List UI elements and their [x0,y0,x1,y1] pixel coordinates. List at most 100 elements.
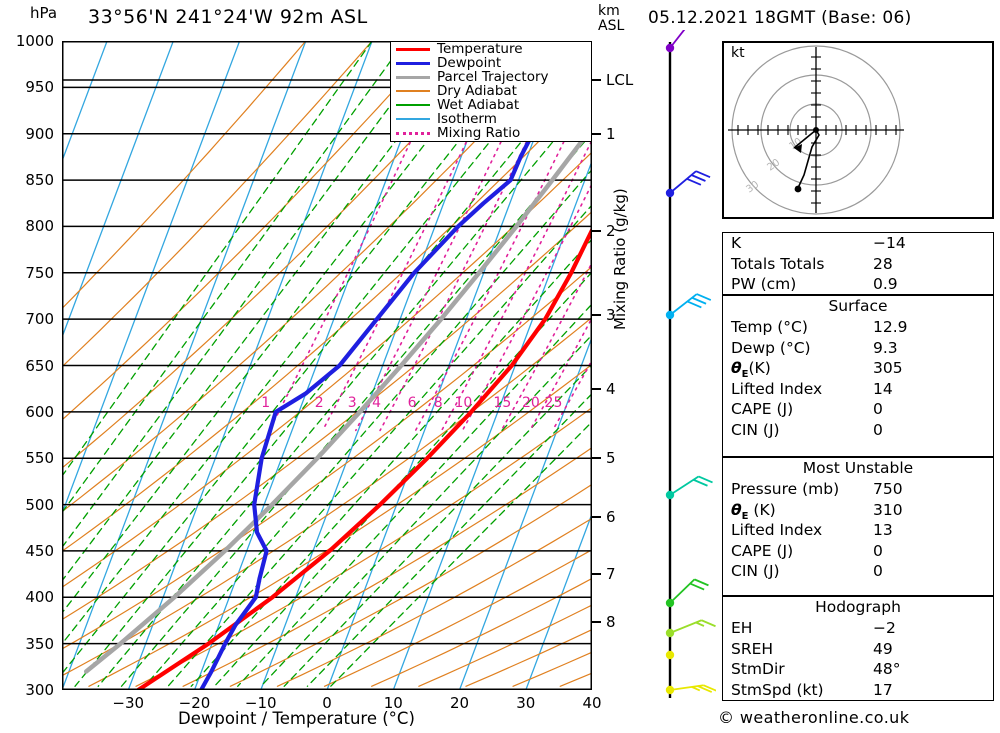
parcel-trajectory-line [83,124,592,674]
lcl-label: LCL [606,70,634,89]
dry-adiabat-line [135,406,592,687]
altitude-tick-mark [592,573,601,576]
altitude-tick-label: 4 [606,379,616,398]
altitude-tick-mark [592,515,601,518]
dry-adiabat-line [88,363,592,687]
pressure-tick-label: 350 [25,634,54,653]
hodograph-stat-heading: Hodograph [815,598,901,616]
legend-label: Wet Adiabat [437,96,520,113]
temperature-tick-label: −10 [244,694,277,712]
wind-barb-canvas [665,20,719,698]
legend-label: Dry Adiabat [437,82,517,99]
wet-adiabat-line [213,271,592,687]
wet-adiabat-line [237,303,592,687]
legend-label: Parcel Trajectory [437,68,549,85]
surface-parcel-value: 0 [873,420,883,439]
hodograph-stat-value: 17 [873,680,893,699]
stability-index-row: K −14 [723,233,993,254]
pressure-tick-label: 450 [25,541,54,560]
hodograph-stat-key: EH [731,619,753,637]
surface-parcel-key: CIN (J) [731,420,780,439]
isotherm-line [525,511,592,690]
mixing-ratio-label: 4 [372,394,382,411]
wet-adiabat-line [62,41,406,514]
most-unstable-row: θE (K) 310 [723,500,993,522]
pressure-tick-label: 550 [25,449,54,468]
temperature-tick-label: −20 [178,694,211,712]
altitude-tick-mark [592,313,601,316]
altitude-unit-line2: ASL [598,18,625,34]
most-unstable-key: Lifted Index [731,521,823,539]
altitude-unit-line1: km [598,3,620,19]
pressure-tick-label: 1000 [15,32,54,50]
dry-adiabat-line [62,41,307,310]
wind-barb [665,650,675,660]
stability-index-value: 0.9 [873,275,898,293]
most-unstable-key: CAPE (J) [731,541,794,560]
legend-item: Parcel Trajectory [391,70,591,84]
legend-label: Mixing Ratio [437,124,521,141]
altitude-tick-mark [592,132,601,135]
surface-parcel-key: CAPE (J) [731,400,794,418]
stability-index-value: −14 [873,234,906,252]
most-unstable-heading: Most Unstable [802,459,914,477]
wet-adiabat-lines [62,41,592,687]
mixing-ratio-label: 2 [314,394,324,411]
legend-swatch [396,104,430,106]
stability-indices-panel: K −14 Totals Totals 28 PW (cm) 0.9 [722,232,994,295]
most-unstable-key: θE (K) [731,500,776,522]
wet-adiabat-line [97,93,592,687]
pressure-tick-label: 950 [25,78,54,97]
temperature-line [136,225,592,690]
legend-swatch [396,118,430,120]
wet-adiabat-line [260,334,592,687]
legend-label: Temperature [437,40,523,57]
lcl-tick-mark [592,78,601,81]
temperature-tick-label: 20 [449,694,470,712]
wet-adiabat-line [306,392,592,687]
x-axis-title: Dewpoint / Temperature (°C) [178,709,415,728]
most-unstable-row: Lifted Index 13 [723,520,993,541]
most-unstable-row: CAPE (J) 0 [723,541,993,562]
dry-adiabat-line [323,548,592,687]
mixing-ratio-axis-title: Mixing Ratio (g/kg) [611,188,629,330]
altitude-unit-label: km ASL [598,4,624,34]
pressure-tick-label: 400 [25,588,54,607]
stability-index-value: 28 [873,254,893,273]
altitude-tick-mark [592,457,601,460]
wet-adiabat-line [330,420,592,687]
temperature-tick-label: 0 [322,694,332,712]
hodograph-unit-label: kt [731,45,745,61]
dry-adiabat-line [62,86,592,553]
legend-item: Wet Adiabat [391,98,591,112]
stability-index-key: Totals Totals [731,254,825,273]
wind-barb [665,619,716,638]
legend-label: Isotherm [437,110,497,127]
dry-adiabat-line [62,265,592,650]
legend-swatch [396,131,430,135]
surface-parcel-row: CIN (J) 0 [723,420,993,441]
stability-index-row: PW (cm) 0.9 [723,274,993,295]
wind-barb-column [660,20,719,702]
legend-swatch [396,90,430,92]
legend-item: Dewpoint [391,56,591,70]
mixing-ratio-label: 8 [433,394,443,411]
legend-label: Dewpoint [437,54,502,71]
surface-parcel-value: 0 [873,400,883,418]
hodograph-end-point [794,185,802,193]
wind-barb [665,475,713,500]
mixing-ratio-label: 1 [261,394,271,411]
wind-barb [665,684,719,695]
surface-parcel-key: Dewp (°C) [731,338,811,357]
wet-adiabat-line [120,131,592,687]
wet-adiabat-line [144,168,592,687]
most-unstable-parcel-panel: Most Unstable Pressure (mb) 750 θE (K) 310 Li… [722,457,994,596]
altitude-tick-label: 3 [606,305,616,324]
surface-parcel-value: 12.9 [873,318,908,336]
hodograph-plot: 10 20 30 [722,41,994,219]
surface-parcel-row: Dewp (°C) 9.3 [723,338,993,359]
surface-parcel-key: Lifted Index [731,379,823,398]
mixing-ratio-label: 20 [521,394,540,411]
mixing-ratio-label: 25 [544,394,563,411]
